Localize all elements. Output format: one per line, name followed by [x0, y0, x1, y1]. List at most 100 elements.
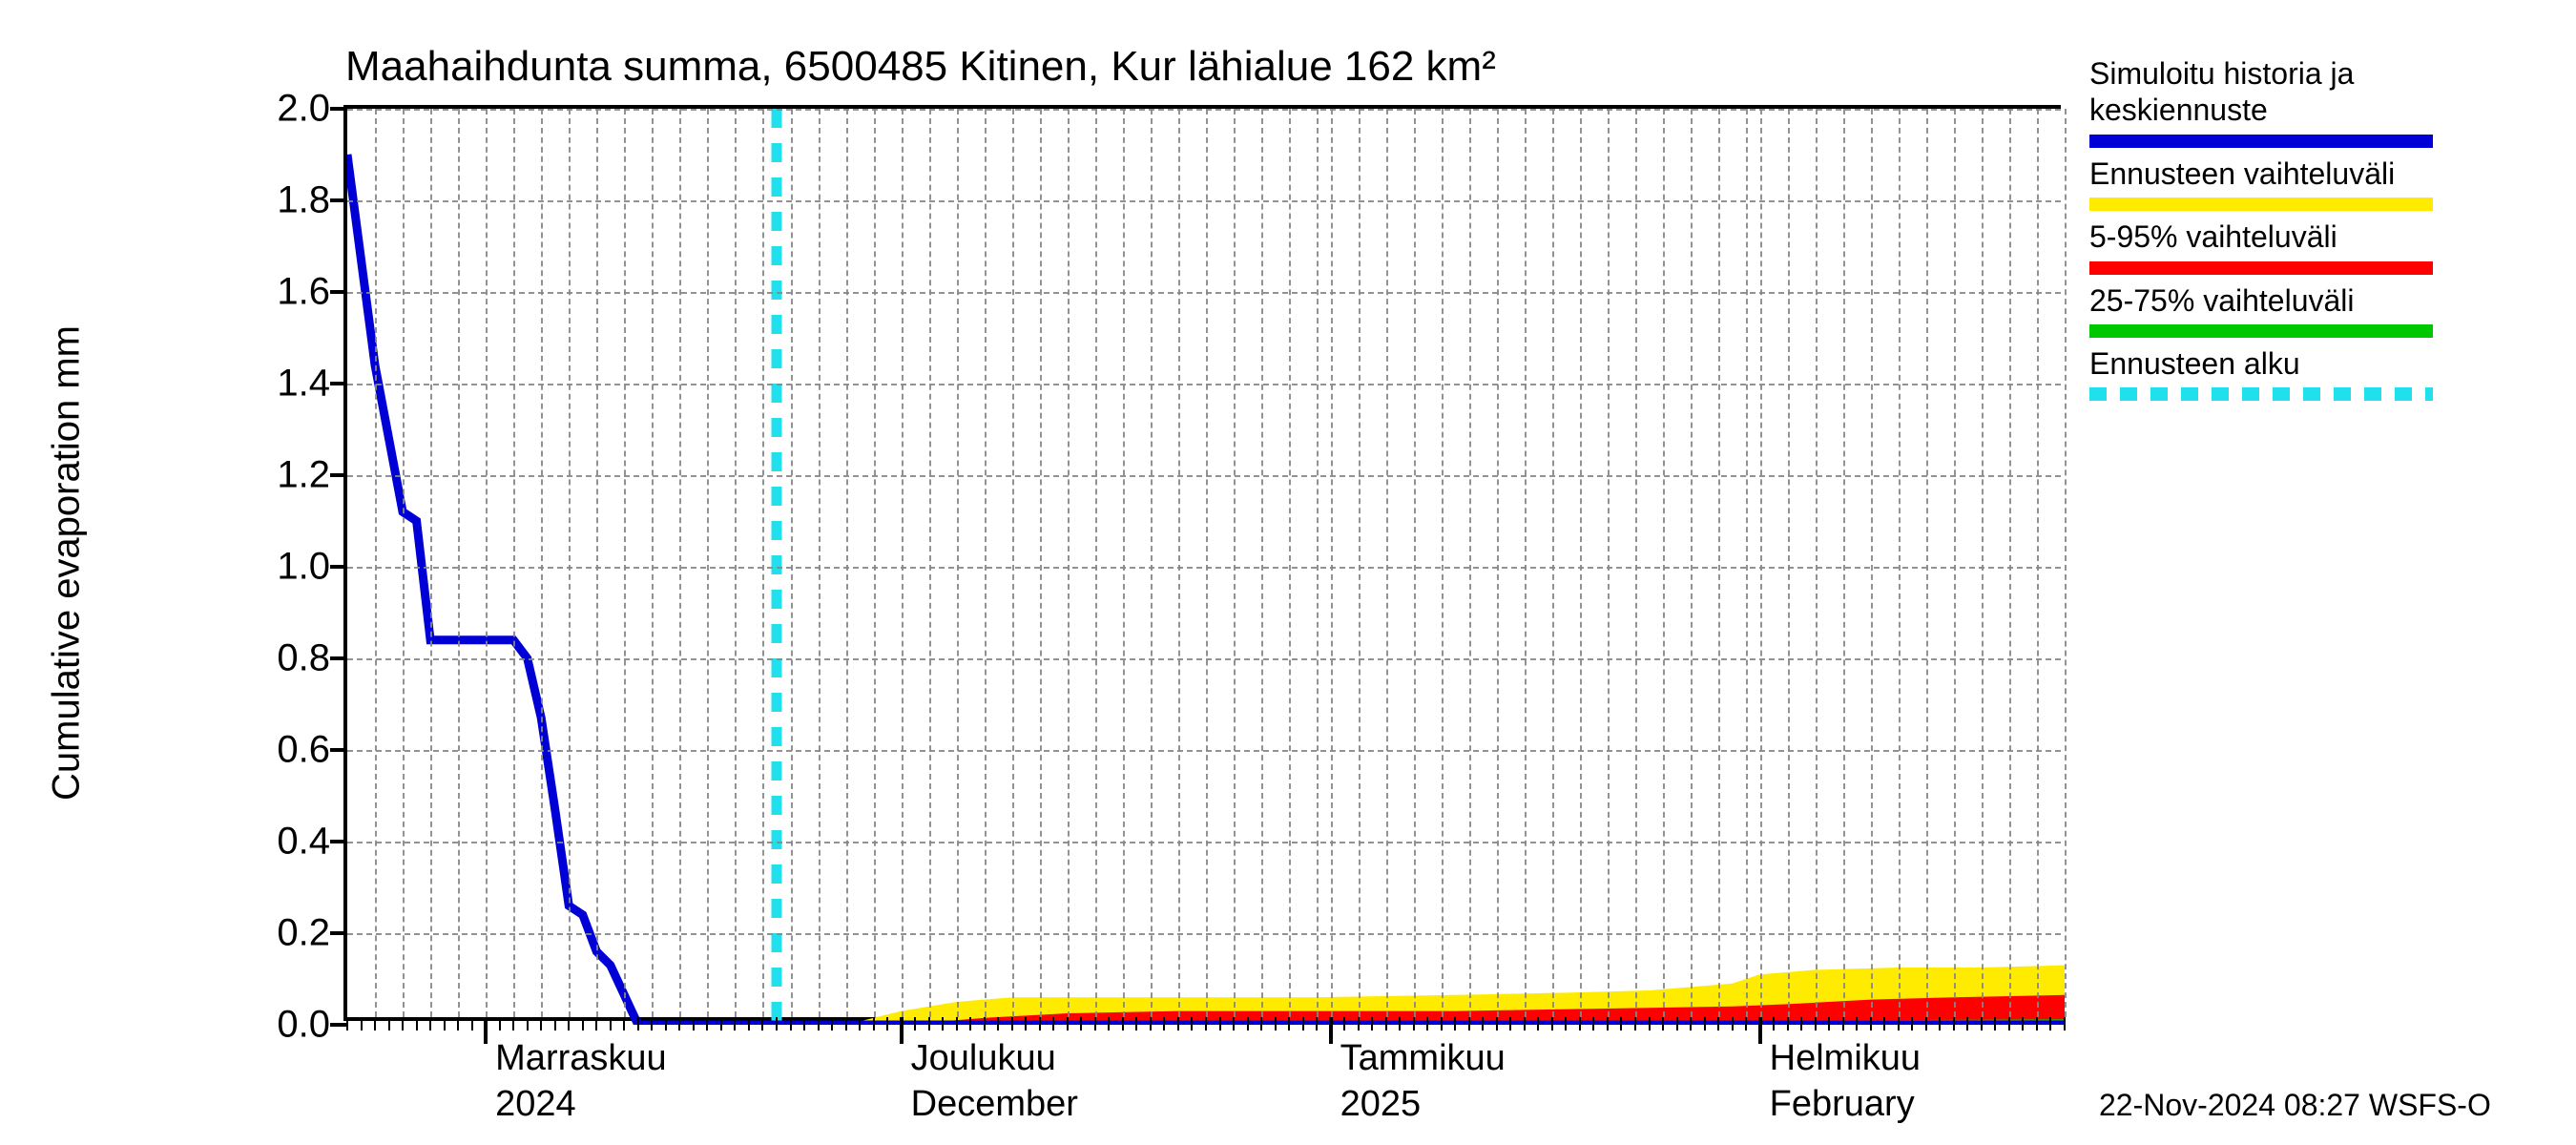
legend-swatch	[2089, 198, 2433, 211]
x-tick-minor	[997, 1017, 999, 1030]
vgrid-line	[1151, 109, 1153, 1017]
x-tick-minor	[1247, 1017, 1249, 1030]
y-tick-mark	[330, 565, 347, 569]
x-tick-minor	[499, 1017, 501, 1030]
vgrid-line	[1982, 109, 1984, 1017]
vgrid-line	[1178, 109, 1180, 1017]
x-tick-minor	[402, 1017, 404, 1030]
chart-page: Maahaihdunta summa, 6500485 Kitinen, Kur…	[0, 0, 2576, 1145]
x-tick-minor	[1634, 1017, 1636, 1030]
x-tick-minor	[665, 1017, 667, 1030]
x-tick-minor	[1925, 1017, 1927, 1030]
vgrid-line	[929, 109, 931, 1017]
x-tick-minor	[540, 1017, 542, 1030]
vgrid-line	[1095, 109, 1097, 1017]
x-tick-minor	[859, 1017, 861, 1030]
vgrid-line	[1525, 109, 1527, 1017]
x-tick-minor	[1177, 1017, 1179, 1030]
legend-label: Ennusteen alku	[2089, 345, 2433, 382]
vgrid-line	[2009, 109, 2011, 1017]
vgrid-line	[1608, 109, 1610, 1017]
x-tick-minor	[873, 1017, 875, 1030]
x-tick-minor	[1385, 1017, 1387, 1030]
y-tick-mark	[330, 1023, 347, 1027]
x-tick-minor	[1883, 1017, 1885, 1030]
x-tick-minor	[1067, 1017, 1069, 1030]
vgrid-line	[486, 109, 488, 1017]
hgrid-line	[347, 475, 2061, 477]
x-tick-minor	[2064, 1017, 2066, 1030]
vgrid-line	[819, 109, 821, 1017]
x-tick-minor	[1316, 1017, 1318, 1030]
chart-title: Maahaihdunta summa, 6500485 Kitinen, Kur…	[345, 43, 1496, 91]
vgrid-line	[902, 109, 904, 1017]
x-tick-minor	[610, 1017, 612, 1030]
x-tick-minor	[374, 1017, 376, 1030]
y-tick-mark	[330, 382, 347, 385]
vgrid-line	[1386, 109, 1388, 1017]
y-tick-mark	[330, 931, 347, 935]
plot-area: 0.00.20.40.60.81.01.21.41.61.82.0Marrask…	[343, 105, 2061, 1021]
x-tick-label: Tammikuu2025	[1340, 1036, 1506, 1127]
x-tick-minor	[416, 1017, 418, 1030]
vgrid-line	[874, 109, 876, 1017]
x-tick-minor	[595, 1017, 597, 1030]
x-tick-minor	[1399, 1017, 1401, 1030]
x-tick-minor	[1108, 1017, 1110, 1030]
vgrid-line	[652, 109, 654, 1017]
x-tick-minor	[1994, 1017, 1996, 1030]
hgrid-line	[347, 109, 2061, 111]
x-tick-label: JoulukuuDecember	[911, 1036, 1078, 1127]
footer-timestamp: 22-Nov-2024 08:27 WSFS-O	[2099, 1088, 2491, 1123]
hgrid-line	[347, 750, 2061, 752]
x-tick-minor	[1454, 1017, 1456, 1030]
vgrid-line	[1359, 109, 1361, 1017]
x-tick-minor	[1704, 1017, 1706, 1030]
vgrid-line	[458, 109, 460, 1017]
vgrid-line	[1206, 109, 1208, 1017]
x-tick-minor	[1620, 1017, 1622, 1030]
legend-label: 5-95% vaihteluväli	[2089, 219, 2433, 255]
y-tick-mark	[330, 198, 347, 202]
y-tick-mark	[330, 656, 347, 660]
x-tick-minor	[1482, 1017, 1484, 1030]
x-tick-minor	[1966, 1017, 1968, 1030]
vgrid-line	[846, 109, 848, 1017]
x-tick-minor	[831, 1017, 833, 1030]
x-tick-minor	[1343, 1017, 1345, 1030]
vgrid-line	[1040, 109, 1042, 1017]
x-tick-minor	[1717, 1017, 1719, 1030]
x-tick-major	[1758, 1017, 1762, 1044]
legend-swatch	[2089, 324, 2433, 338]
vgrid-line	[569, 109, 571, 1017]
vgrid-line	[762, 109, 764, 1017]
vgrid-line	[1552, 109, 1554, 1017]
x-tick-minor	[1579, 1017, 1581, 1030]
x-tick-minor	[1981, 1017, 1983, 1030]
legend-entry: 25-75% vaihteluväli	[2089, 282, 2433, 338]
x-tick-minor	[1856, 1017, 1858, 1030]
vgrid-line	[1954, 109, 1956, 1017]
vgrid-line	[707, 109, 709, 1017]
x-tick-minor	[720, 1017, 722, 1030]
x-tick-minor	[1039, 1017, 1041, 1030]
x-tick-minor	[346, 1017, 348, 1030]
x-tick-major	[900, 1017, 904, 1044]
x-tick-minor	[1233, 1017, 1235, 1030]
x-tick-minor	[845, 1017, 847, 1030]
x-tick-minor	[1537, 1017, 1539, 1030]
x-tick-minor	[457, 1017, 459, 1030]
vgrid-line	[1788, 109, 1790, 1017]
vgrid-line	[1068, 109, 1070, 1017]
vgrid-line	[403, 109, 405, 1017]
legend-entry: 5-95% vaihteluväli	[2089, 219, 2433, 274]
y-axis-label: Cumulative evaporation mm	[46, 325, 89, 801]
x-tick-minor	[1011, 1017, 1013, 1030]
vgrid-line	[596, 109, 598, 1017]
vgrid-line	[1899, 109, 1901, 1017]
x-tick-minor	[1150, 1017, 1152, 1030]
legend-swatch	[2089, 135, 2433, 148]
x-tick-minor	[706, 1017, 708, 1030]
x-tick-minor	[2008, 1017, 2010, 1030]
vgrid-line	[541, 109, 543, 1017]
